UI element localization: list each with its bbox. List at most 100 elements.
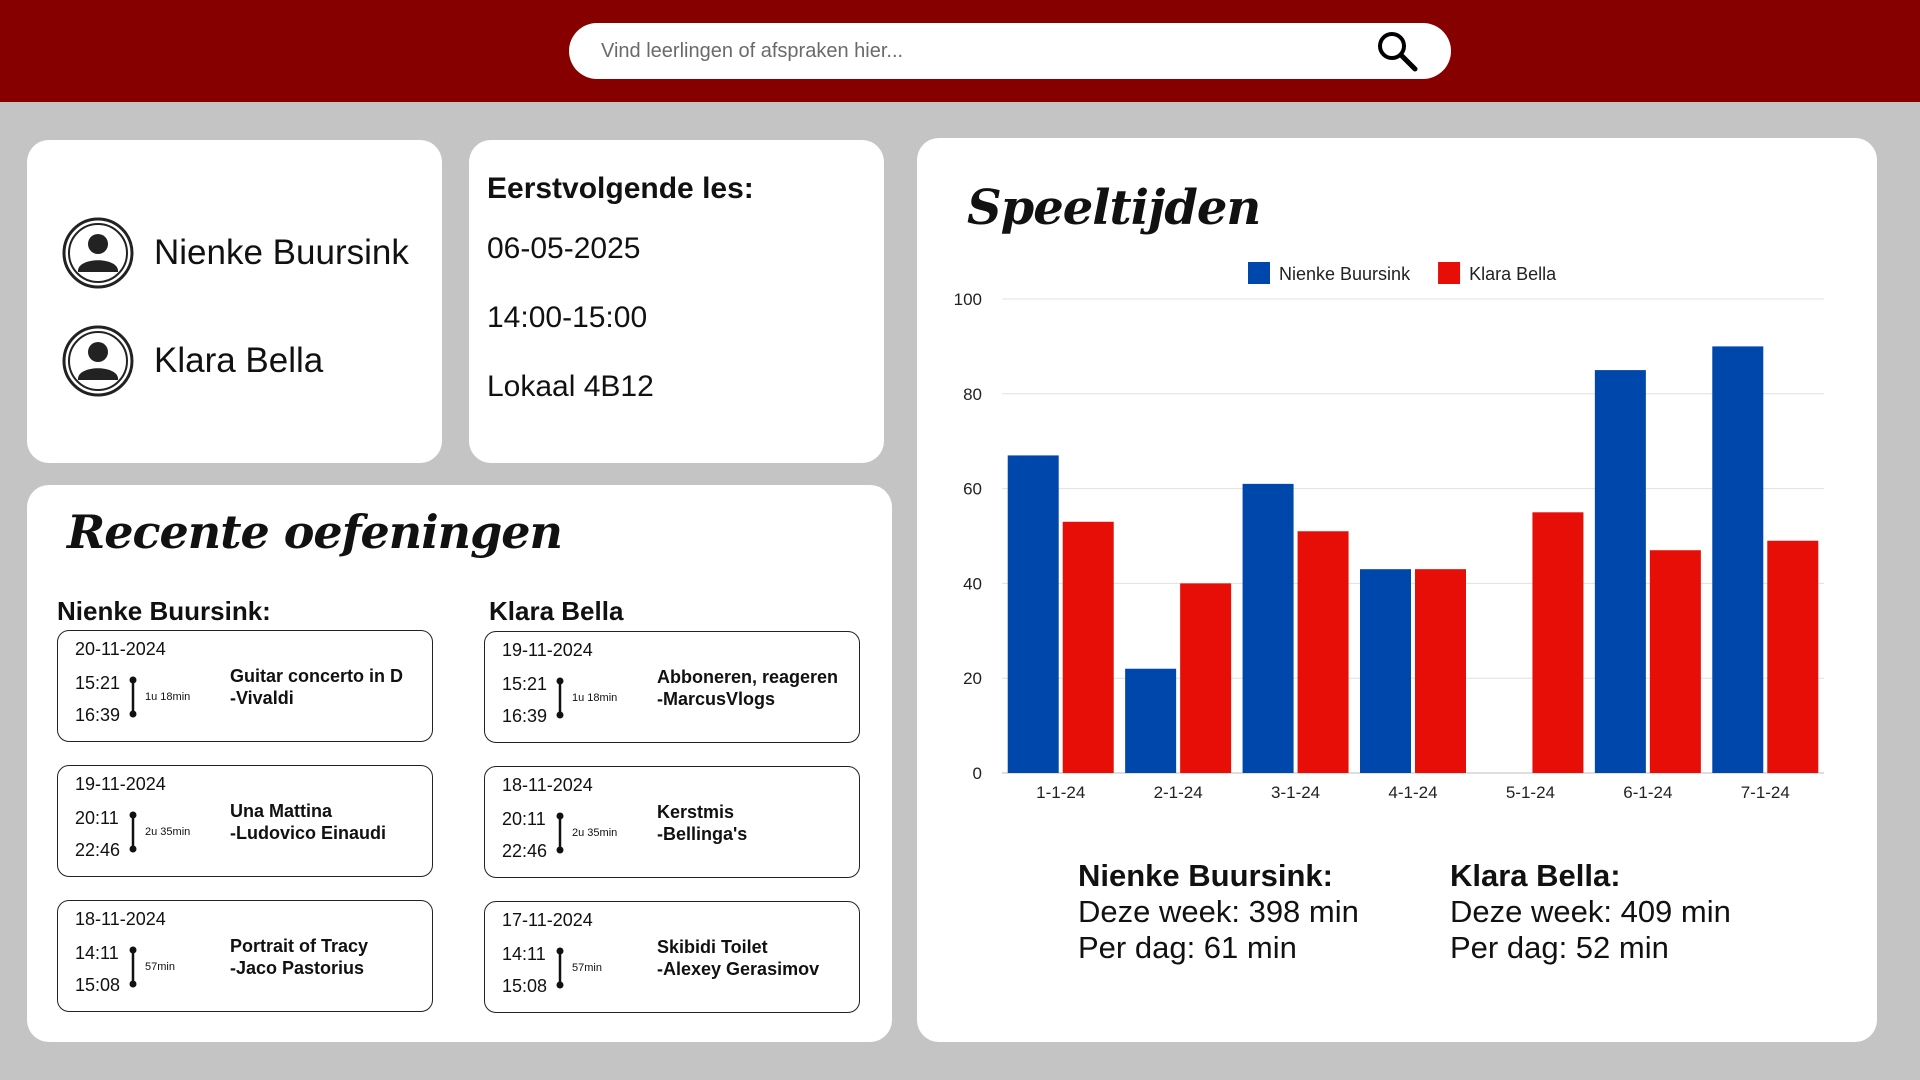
timeline-icon bbox=[556, 812, 564, 854]
summary-block: Klara Bella: Deze week: 409 min Per dag:… bbox=[1450, 858, 1731, 966]
bar bbox=[1415, 569, 1466, 773]
bar-chart: 0 20 40 60 80 100 1-1-24 2-1-24 3-1-24 4-1-24 5-1-… bbox=[954, 262, 1824, 802]
exercise-date: 17-11-2024 bbox=[502, 910, 593, 930]
bar bbox=[1594, 370, 1646, 773]
summary-week: Deze week: 409 min bbox=[1450, 894, 1731, 929]
exercise-entry[interactable]: 19-11-2024 15:21 16:39 1u 18min Abbonere… bbox=[484, 631, 860, 743]
summary-day: Per dag: 52 min bbox=[1450, 930, 1669, 965]
exercise-duration: 2u 35min bbox=[145, 826, 191, 838]
exercise-composer: -MarcusVlogs bbox=[657, 689, 776, 709]
x-tick-label: 5-1-24 bbox=[1506, 783, 1555, 802]
y-tick-label: 60 bbox=[963, 480, 982, 499]
exercise-piece: Una Mattina bbox=[230, 801, 333, 821]
y-tick-label: 20 bbox=[963, 669, 982, 688]
summary-name: Nienke Buursink: bbox=[1078, 858, 1333, 893]
recent-exercises-card: Recente oefeningen Nienke Buursink: Klar… bbox=[27, 485, 892, 1042]
bar bbox=[1297, 531, 1349, 773]
x-tick-label: 2-1-24 bbox=[1154, 783, 1203, 802]
exercise-composer: -Ludovico Einaudi bbox=[230, 823, 386, 843]
exercise-date: 18-11-2024 bbox=[75, 909, 166, 929]
x-tick-label: 7-1-24 bbox=[1741, 783, 1790, 802]
search-bar[interactable] bbox=[569, 23, 1451, 79]
summary-day: Per dag: 61 min bbox=[1078, 930, 1297, 965]
student-item[interactable]: Nienke Buursink bbox=[62, 217, 409, 289]
timeline-icon bbox=[129, 811, 137, 853]
top-bar bbox=[0, 0, 1920, 102]
exercise-entry[interactable]: 18-11-2024 20:11 22:46 2u 35min Kerstmis… bbox=[484, 766, 860, 878]
summary-week: Deze week: 398 min bbox=[1078, 894, 1359, 929]
exercise-piece: Portrait of Tracy bbox=[230, 936, 369, 956]
exercise-start-time: 20:11 bbox=[502, 809, 546, 829]
exercise-end-time: 15:08 bbox=[502, 976, 548, 996]
search-icon[interactable] bbox=[1375, 29, 1419, 73]
exercise-entry[interactable]: 17-11-2024 14:11 15:08 57min Skibidi Toi… bbox=[484, 901, 860, 1013]
exercise-start-time: 15:21 bbox=[75, 673, 121, 693]
legend-swatch bbox=[1438, 262, 1461, 284]
y-tick-label: 80 bbox=[963, 385, 982, 404]
legend-label: Nienke Buursink bbox=[1279, 264, 1411, 284]
exercise-duration: 2u 35min bbox=[572, 827, 618, 839]
bar bbox=[1062, 521, 1114, 773]
recent-exercises-title: Recente oefeningen bbox=[67, 505, 563, 559]
exercise-composer: -Vivaldi bbox=[230, 688, 294, 708]
exercise-piece: Abboneren, reageren bbox=[657, 667, 839, 687]
student-item[interactable]: Klara Bella bbox=[62, 325, 323, 397]
exercise-start-time: 15:21 bbox=[502, 674, 548, 694]
user-avatar-icon bbox=[62, 325, 134, 397]
next-lesson-date: 06-05-2025 bbox=[487, 232, 641, 265]
exercise-end-time: 22:46 bbox=[502, 841, 548, 861]
exercise-start-time: 14:11 bbox=[502, 944, 546, 964]
exercise-start-time: 20:11 bbox=[75, 808, 119, 828]
exercise-entry[interactable]: 18-11-2024 14:11 15:08 57min Portrait of… bbox=[57, 900, 433, 1012]
timeline-icon bbox=[129, 946, 137, 988]
y-tick-label: 40 bbox=[963, 574, 982, 593]
exercise-duration: 1u 18min bbox=[572, 692, 618, 704]
exercise-end-time: 16:39 bbox=[75, 705, 121, 725]
bar bbox=[1242, 483, 1294, 773]
chart-title: Speeltijden bbox=[967, 180, 1261, 236]
exercise-piece: Guitar concerto in D bbox=[230, 666, 404, 686]
exercise-entry[interactable]: 20-11-2024 15:21 16:39 1u 18min Guitar c… bbox=[57, 630, 433, 742]
exercise-entry[interactable]: 19-11-2024 20:11 22:46 2u 35min Una Matt… bbox=[57, 765, 433, 877]
exercise-end-time: 22:46 bbox=[75, 840, 121, 860]
students-card: Nienke Buursink Klara Bella bbox=[27, 140, 442, 463]
exercise-date: 18-11-2024 bbox=[502, 775, 593, 795]
next-lesson-title: Eerstvolgende les: bbox=[487, 172, 754, 205]
exercise-composer: -Bellinga's bbox=[657, 824, 748, 844]
exercise-piece: Skibidi Toilet bbox=[657, 937, 768, 957]
x-tick-label: 3-1-24 bbox=[1271, 783, 1320, 802]
exercise-date: 19-11-2024 bbox=[75, 774, 166, 794]
timeline-icon bbox=[556, 947, 564, 989]
x-tick-label: 6-1-24 bbox=[1623, 783, 1672, 802]
bar bbox=[1007, 455, 1059, 773]
user-avatar-icon bbox=[62, 217, 134, 289]
legend-swatch bbox=[1248, 262, 1270, 284]
y-tick-label: 0 bbox=[973, 764, 982, 783]
exercise-duration: 57min bbox=[572, 962, 602, 974]
bar bbox=[1767, 540, 1819, 773]
exercise-column-title: Klara Bella bbox=[489, 596, 624, 626]
exercise-duration: 1u 18min bbox=[145, 691, 191, 703]
exercise-column-title: Nienke Buursink: bbox=[57, 596, 271, 626]
y-tick-label: 100 bbox=[954, 290, 982, 309]
exercise-date: 19-11-2024 bbox=[502, 640, 593, 660]
exercise-composer: -Jaco Pastorius bbox=[230, 958, 365, 978]
timeline-icon bbox=[556, 677, 564, 719]
student-name: Klara Bella bbox=[154, 341, 324, 380]
search-input[interactable] bbox=[601, 39, 1365, 63]
bar bbox=[1712, 346, 1764, 773]
exercise-end-time: 16:39 bbox=[502, 706, 548, 726]
x-tick-label: 1-1-24 bbox=[1036, 783, 1085, 802]
next-lesson-time: 14:00-15:00 bbox=[487, 301, 648, 334]
exercise-end-time: 15:08 bbox=[75, 975, 121, 995]
exercise-date: 20-11-2024 bbox=[75, 639, 166, 659]
bar bbox=[1532, 512, 1584, 773]
exercise-start-time: 14:11 bbox=[75, 943, 119, 963]
legend-label: Klara Bella bbox=[1469, 264, 1557, 284]
student-name: Nienke Buursink bbox=[154, 233, 409, 272]
summary-name: Klara Bella: bbox=[1450, 858, 1621, 893]
next-lesson-room: Lokaal 4B12 bbox=[487, 370, 654, 403]
bar bbox=[1360, 569, 1411, 773]
summary-block: Nienke Buursink: Deze week: 398 min Per … bbox=[1078, 858, 1359, 966]
exercise-composer: -Alexey Gerasimov bbox=[657, 959, 820, 979]
